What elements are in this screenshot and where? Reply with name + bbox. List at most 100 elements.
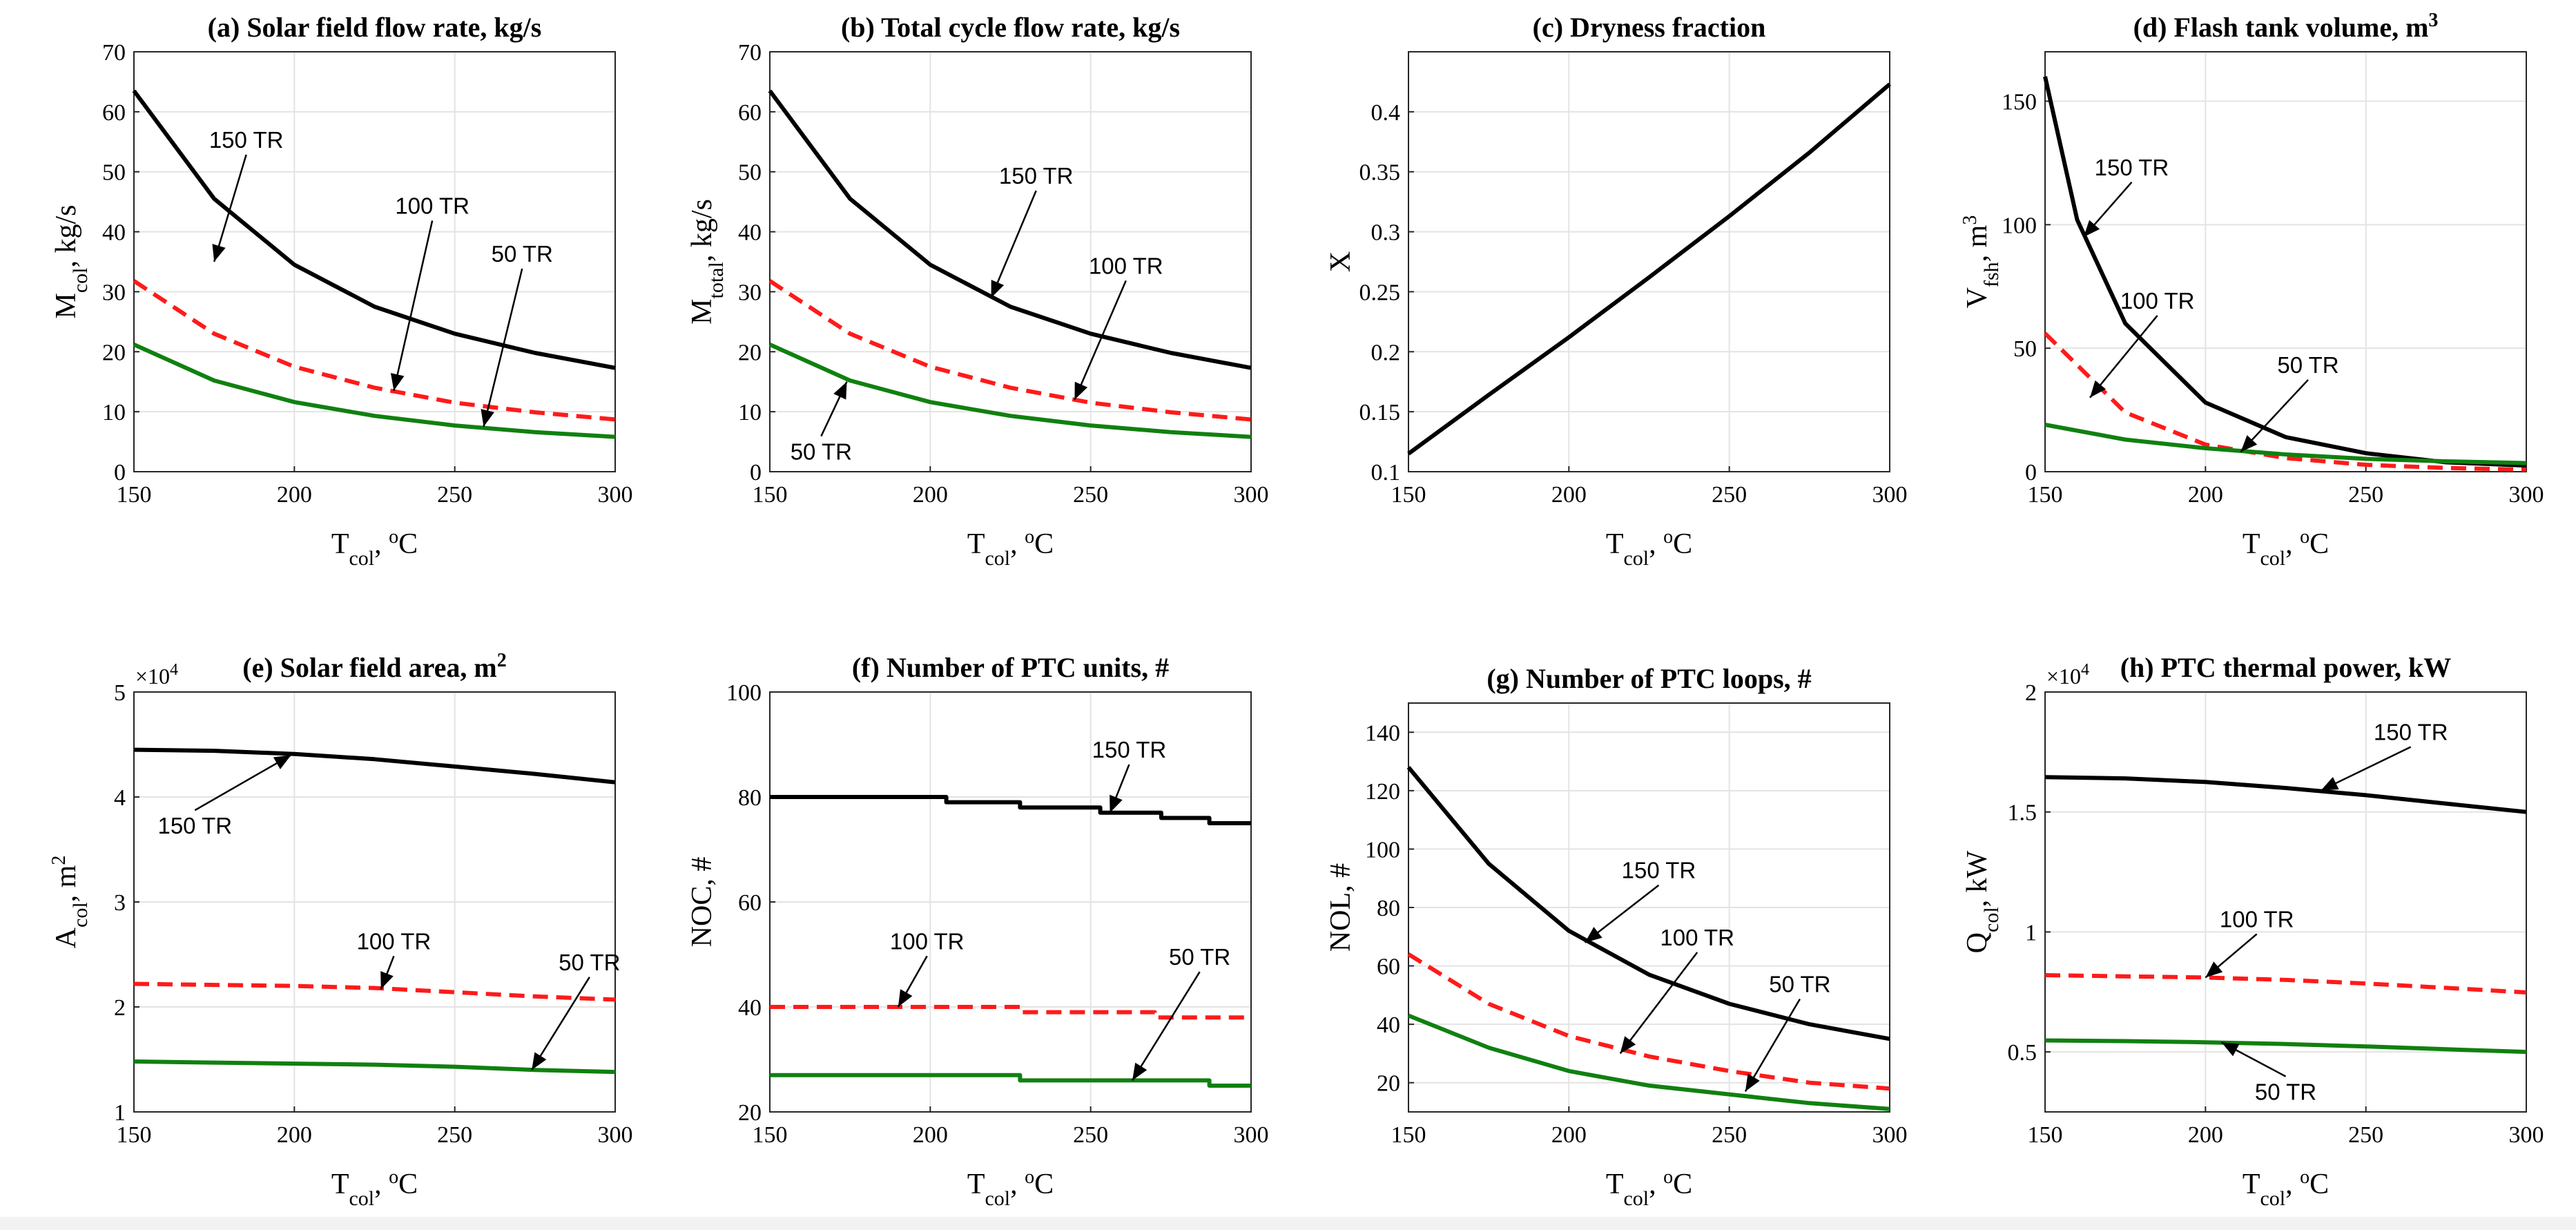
chart-title: (b) Total cycle flow rate, kg/s: [841, 12, 1180, 43]
annotation-arrow-head: [1074, 381, 1088, 400]
series-line-100-tr: [770, 1005, 1251, 1020]
y-tick-label: 100: [726, 680, 762, 706]
chart-title: (e) Solar field area, m2: [242, 650, 506, 684]
chart-panel-g: 150 200 250 300 20 40 60 80 100 120 140 (g) Number …: [1325, 663, 1908, 1210]
annotation-label: 100 TR: [357, 928, 432, 954]
x-tick-label: 150: [753, 1122, 788, 1148]
y-tick-label: 0.25: [1359, 280, 1401, 305]
y-tick-label: 100: [1365, 837, 1400, 863]
series-line-150-tr: [770, 795, 1251, 825]
annotation-label: 150 TR: [2374, 719, 2448, 744]
y-tick-label: 2: [114, 995, 126, 1021]
annotation-label: 150 TR: [157, 813, 232, 838]
series-line-150-tr: [768, 89, 1252, 370]
y-tick-label: 80: [738, 785, 762, 811]
annotation-arrow-line: [2321, 746, 2412, 791]
axis-multiplier: ×104: [2046, 661, 2089, 689]
annotation-arrow-head: [1132, 1062, 1147, 1081]
annotation-arrow-head: [481, 409, 494, 427]
annotation-label: 50 TR: [791, 439, 852, 465]
series-line-50-tr: [2044, 423, 2527, 465]
x-tick-label: 250: [1712, 482, 1747, 508]
x-axis-label: Tcol, oC: [331, 1166, 418, 1210]
series-line-50-tr: [770, 1073, 1251, 1088]
y-tick-label: 0.1: [1371, 460, 1401, 486]
annotation-arrow-line: [1132, 971, 1201, 1082]
axes-box: [133, 51, 616, 472]
annotation-arrow-line: [1619, 952, 1698, 1055]
annotation-label: 50 TR: [2255, 1079, 2316, 1105]
series-line-100-tr: [133, 981, 616, 1002]
annotation-label: 100 TR: [1660, 925, 1734, 950]
x-tick-label: 150: [2028, 1122, 2063, 1148]
y-tick-label: 0: [750, 460, 762, 486]
x-axis-label: Tcol, oC: [1606, 526, 1692, 570]
y-tick-label: 20: [1377, 1071, 1400, 1097]
x-tick-label: 150: [117, 1122, 152, 1148]
x-axis-label: Tcol, oC: [331, 526, 418, 570]
annotation-label: 100 TR: [395, 193, 469, 219]
x-tick-label: 150: [117, 482, 152, 508]
x-tick-label: 200: [277, 1122, 312, 1148]
y-axis-label: NOC, #: [686, 857, 718, 948]
annotation-arrow-head: [898, 989, 913, 1007]
annotation-arrow-head: [2240, 435, 2258, 452]
y-tick-label: 40: [1377, 1012, 1400, 1038]
annotation-arrow-head: [532, 1052, 547, 1070]
x-tick-label: 250: [1712, 1122, 1747, 1148]
y-tick-label: 0.15: [1359, 400, 1401, 425]
annotation-arrow-head: [2083, 220, 2100, 238]
y-tick-label: 120: [1365, 779, 1400, 805]
y-axis-label: Qcol, kW: [1962, 850, 2003, 953]
y-tick-label: 40: [102, 220, 126, 246]
x-tick-label: 150: [1391, 482, 1426, 508]
annotation-label: 50 TR: [2277, 352, 2338, 378]
annotation-arrow-line: [1744, 998, 1801, 1093]
y-tick-label: 100: [2002, 213, 2037, 238]
axis-multiplier: ×104: [135, 661, 178, 689]
chart-title: (c) Dryness fraction: [1533, 12, 1766, 43]
y-tick-label: 30: [102, 280, 126, 305]
annotation-arrow-line: [2089, 315, 2158, 398]
y-axis-label: Acol, m2: [48, 856, 92, 949]
annotation-label: 150 TR: [2095, 155, 2169, 180]
annotation-arrow-line: [483, 268, 523, 427]
x-tick-label: 300: [1234, 482, 1269, 508]
y-tick-label: 2: [2025, 680, 2037, 706]
annotation-arrow-line: [393, 220, 434, 392]
x-tick-label: 300: [1872, 482, 1908, 508]
x-axis-label: Tcol, oC: [2243, 526, 2329, 570]
annotation-arrow-line: [194, 754, 292, 811]
annotation-arrow-line: [531, 977, 590, 1070]
y-tick-label: 1: [2025, 920, 2037, 945]
annotation-arrow-head: [1110, 794, 1123, 813]
y-tick-label: 0: [114, 460, 126, 486]
y-tick-label: 140: [1365, 720, 1400, 746]
annotation-arrow-head: [991, 280, 1005, 298]
annotation-label: 50 TR: [559, 950, 620, 975]
x-tick-label: 200: [2188, 482, 2223, 508]
y-tick-label: 150: [2002, 90, 2037, 115]
series-line-50-tr: [133, 1059, 616, 1075]
y-tick-label: 50: [102, 160, 126, 186]
annotation-arrow-head: [833, 381, 847, 400]
y-axis-label: Vfsh, m3: [1959, 215, 2003, 309]
series-line-150-tr: [132, 89, 616, 370]
annotation-label: 50 TR: [492, 241, 553, 267]
series-line: [1407, 82, 1891, 456]
y-tick-label: 60: [738, 890, 762, 916]
annotation-label: 150 TR: [1092, 737, 1167, 762]
annotation-arrow-line: [1074, 280, 1127, 401]
y-tick-label: 50: [738, 160, 762, 186]
y-tick-label: 40: [738, 220, 762, 246]
x-tick-label: 150: [2028, 482, 2063, 508]
y-tick-label: 80: [1377, 896, 1400, 921]
x-tick-label: 200: [1551, 482, 1587, 508]
y-tick-label: 0.35: [1359, 160, 1401, 186]
chart-title: (d) Flash tank volume, m3: [2133, 10, 2439, 44]
bottom-strip: [0, 1217, 2576, 1230]
annotation-arrow-line: [213, 154, 247, 262]
x-tick-label: 300: [1872, 1122, 1908, 1148]
x-tick-label: 250: [1073, 1122, 1108, 1148]
